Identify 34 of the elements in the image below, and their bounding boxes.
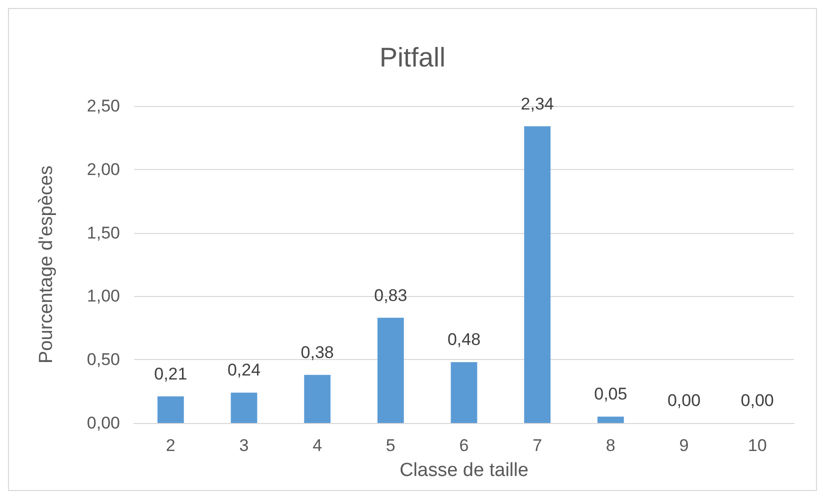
x-tick-label: 6 [459, 436, 469, 455]
chart-title: Pitfall [379, 42, 446, 72]
x-tick-label: 8 [606, 436, 616, 455]
data-label: 2,34 [520, 94, 554, 114]
y-tick-label: 1,50 [86, 223, 120, 242]
y-tick-label: 1,00 [86, 286, 120, 306]
x-tick-label: 5 [386, 436, 396, 455]
bar [304, 374, 331, 423]
bar [377, 318, 404, 423]
x-tick-label: 7 [532, 436, 542, 455]
data-label: 0,48 [447, 330, 481, 350]
bar [450, 362, 478, 423]
data-label: 0,38 [300, 342, 334, 362]
data-label: 0,21 [154, 364, 188, 384]
bar [597, 416, 624, 423]
x-tick-label: 4 [312, 436, 322, 455]
x-tick-label: 9 [679, 436, 689, 455]
y-tick-label: 0,50 [86, 350, 120, 370]
y-axis-title: Pourcentage d'espèces [36, 166, 57, 364]
bar [157, 396, 184, 423]
bar [524, 126, 551, 423]
y-tick-label: 2,50 [86, 96, 120, 116]
y-tick-label: 0,00 [86, 414, 120, 432]
x-tick-label: 10 [748, 436, 767, 455]
x-tick-label: 2 [166, 436, 176, 455]
x-axis-title: Classe de taille [400, 460, 528, 481]
data-label: 0,00 [667, 391, 701, 410]
bar [230, 392, 258, 423]
data-label: 0,24 [227, 360, 261, 380]
y-tick-label: 2,00 [86, 160, 120, 179]
data-label: 0,05 [594, 384, 628, 404]
x-tick-label: 3 [239, 436, 249, 455]
data-label: 0,00 [740, 391, 774, 410]
data-label: 0,83 [374, 286, 408, 305]
